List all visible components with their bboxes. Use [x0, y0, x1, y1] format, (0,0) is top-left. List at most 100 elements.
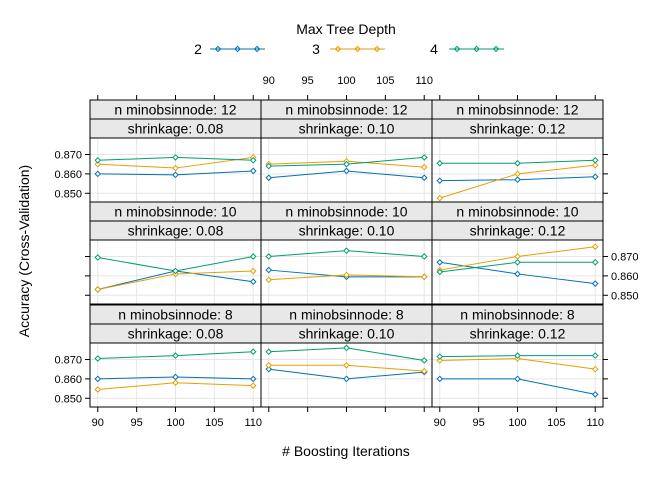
data-point-depth-3-x100	[172, 164, 179, 172]
data-point-depth-2-x90	[436, 375, 444, 383]
x-tick-label-bottom: 100	[166, 417, 184, 429]
legend-label-4: 4	[430, 41, 438, 57]
data-point-depth-3-x110	[249, 382, 257, 389]
legend-marker-2-1	[214, 45, 222, 53]
strip-minobsinnode-label: n minobsinnode: 10	[285, 204, 407, 220]
data-point-depth-3-x110	[420, 367, 428, 375]
legend-marker-4-2	[473, 45, 480, 53]
axes: 90 95 100 105 110 90 95 100 105 110 90 95 100 105 110 0…	[54, 75, 638, 429]
panel-minobs-12-shrink-0.08: n minobsinnode: 12 shrinkage: 0.08	[89, 99, 262, 203]
data-point-depth-2-x90	[436, 177, 444, 184]
data-point-depth-4-x110	[420, 154, 428, 161]
data-point-depth-4-x90	[265, 162, 273, 170]
y-tick-label-left: 0.850	[54, 188, 82, 200]
y-tick-label-right: 0.850	[611, 290, 639, 302]
strip-minobsinnode-label: n minobsinnode: 12	[285, 102, 407, 118]
strip-shrinkage-label: shrinkage: 0.08	[128, 121, 224, 137]
data-point-depth-4-x90	[265, 253, 273, 260]
y-axis-title: Accuracy (Cross-Validation)	[16, 165, 32, 337]
data-point-depth-4-x110	[591, 352, 599, 359]
strip-minobsinnode-label: n minobsinnode: 8	[289, 307, 404, 323]
strip-minobsinnode-label: n minobsinnode: 8	[460, 307, 575, 323]
x-tick-label-bottom: 105	[205, 417, 223, 429]
data-point-depth-3-x110	[591, 161, 599, 169]
strip-shrinkage-label: shrinkage: 0.10	[299, 326, 395, 342]
data-point-depth-3-x100	[343, 271, 350, 279]
data-point-depth-2-x90	[265, 174, 273, 182]
x-tick-label-top: 110	[415, 75, 433, 87]
legend-marker-2-3	[253, 45, 261, 53]
panel-minobs-8-shrink-0.12: n minobsinnode: 8 shrinkage: 0.12	[431, 304, 604, 408]
data-point-depth-2-x100	[343, 375, 350, 383]
data-point-depth-4-x90	[265, 348, 273, 356]
data-point-depth-2-x90	[94, 170, 102, 178]
data-point-depth-2-x110	[249, 278, 257, 286]
data-point-depth-4-x90	[94, 355, 102, 362]
data-point-depth-4-x110	[420, 253, 428, 260]
data-point-depth-2-x90	[436, 258, 444, 266]
data-point-depth-4-x100	[343, 247, 350, 254]
data-point-depth-3-x110	[249, 267, 257, 275]
data-point-depth-4-x110	[591, 258, 599, 266]
x-tick-label-bottom: 90	[92, 417, 104, 429]
data-point-depth-2-x110	[420, 174, 428, 182]
y-tick-label-right: 0.870	[611, 251, 639, 263]
data-point-depth-4-x100	[172, 154, 179, 161]
data-point-depth-2-x100	[514, 375, 521, 383]
data-point-depth-3-x90	[436, 194, 444, 202]
data-point-depth-2-x110	[249, 375, 257, 383]
data-point-depth-2-x110	[591, 280, 599, 287]
panel-minobs-8-shrink-0.10: n minobsinnode: 8 shrinkage: 0.10	[260, 304, 433, 408]
data-point-depth-4-x100	[343, 344, 350, 352]
y-tick-label-left: 0.870	[54, 354, 82, 366]
x-tick-label-top: 100	[337, 75, 355, 87]
strip-shrinkage-label: shrinkage: 0.08	[128, 326, 224, 342]
data-point-depth-4-x110	[591, 156, 599, 164]
legend-marker-2-2	[234, 45, 241, 53]
legend-marker-4-1	[453, 45, 461, 53]
data-point-depth-2-x100	[343, 167, 350, 175]
data-point-depth-3-x100	[172, 379, 179, 387]
data-point-depth-2-x100	[514, 176, 521, 184]
panel-minobs-10-shrink-0.10: n minobsinnode: 10 shrinkage: 0.10	[260, 201, 433, 305]
legend-marker-3-1	[334, 45, 342, 53]
legend-marker-4-3	[492, 45, 500, 53]
data-point-depth-3-x110	[420, 163, 428, 171]
data-point-depth-2-x90	[94, 375, 102, 383]
data-point-depth-4-x110	[249, 253, 257, 260]
data-point-depth-3-x90	[265, 361, 273, 369]
data-point-depth-4-x90	[94, 254, 102, 261]
x-tick-label-bottom: 95	[131, 417, 143, 429]
data-point-depth-4-x100	[514, 352, 521, 359]
panel-minobs-12-shrink-0.12: n minobsinnode: 12 shrinkage: 0.12	[431, 99, 604, 203]
data-point-depth-4-x90	[94, 156, 102, 164]
legend-label-3: 3	[312, 41, 320, 57]
data-point-depth-3-x90	[94, 386, 102, 393]
y-tick-label-left: 0.850	[54, 393, 82, 405]
data-point-depth-2-x100	[172, 171, 179, 179]
strip-shrinkage-label: shrinkage: 0.12	[470, 223, 566, 239]
y-tick-label-left: 0.860	[54, 374, 82, 386]
data-point-depth-4-x100	[172, 352, 179, 359]
panel-minobs-10-shrink-0.12: n minobsinnode: 10 shrinkage: 0.12	[431, 201, 604, 305]
strip-shrinkage-label: shrinkage: 0.10	[299, 121, 395, 137]
data-point-depth-3-x110	[591, 243, 599, 251]
x-tick-label-bottom: 110	[244, 417, 262, 429]
data-point-depth-3-x90	[436, 357, 444, 364]
strip-minobsinnode-label: n minobsinnode: 10	[114, 204, 236, 220]
legend-label-2: 2	[194, 41, 202, 57]
data-point-depth-3-x100	[514, 253, 521, 260]
panel-minobs-10-shrink-0.08: n minobsinnode: 10 shrinkage: 0.08	[89, 201, 262, 305]
data-point-depth-4-x110	[249, 156, 257, 164]
strip-minobsinnode-label: n minobsinnode: 12	[114, 102, 236, 118]
legend-marker-3-2	[354, 45, 361, 53]
data-point-depth-4-x90	[436, 159, 444, 167]
strip-minobsinnode-label: n minobsinnode: 8	[118, 307, 233, 323]
legend-title: Max Tree Depth	[296, 21, 396, 37]
data-point-depth-2-x110	[591, 173, 599, 181]
x-tick-label-bottom: 95	[473, 417, 485, 429]
x-tick-label-top: 90	[263, 75, 275, 87]
y-tick-label-left: 0.870	[54, 149, 82, 161]
legend-marker-3-3	[373, 45, 381, 53]
